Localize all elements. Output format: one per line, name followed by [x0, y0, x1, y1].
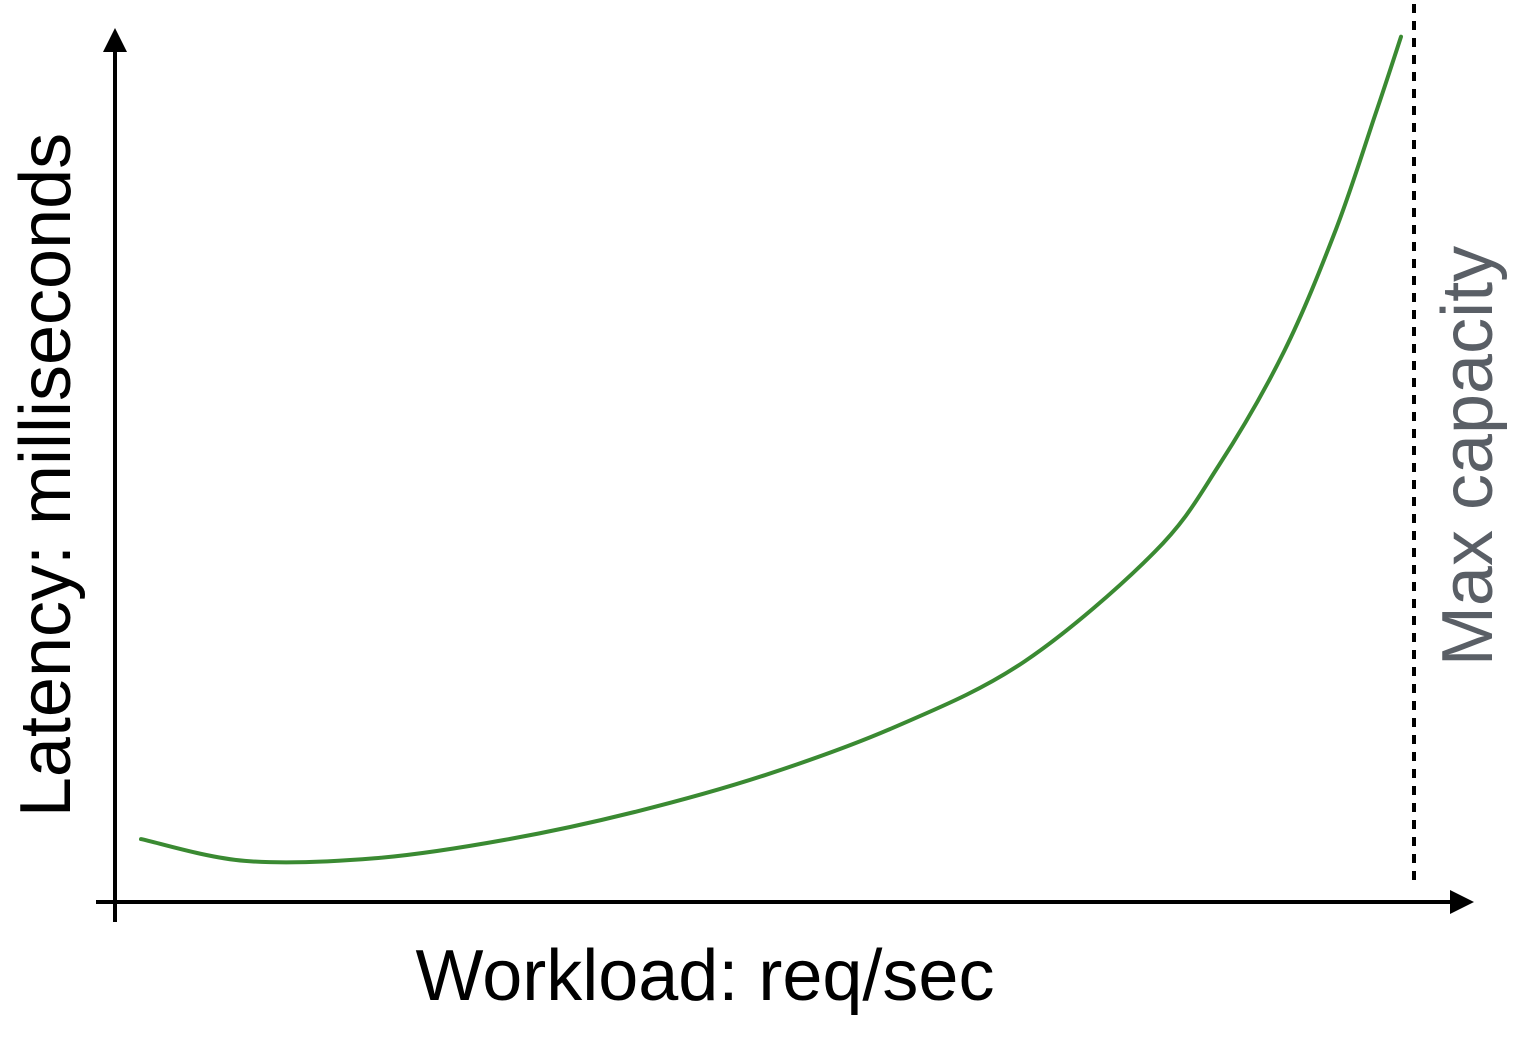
y-axis-label: Latency: milliseconds: [6, 133, 86, 817]
max-capacity-label: Max capacity: [1428, 246, 1508, 666]
axes: [96, 28, 1474, 922]
x-axis-label: Workload: req/sec: [416, 936, 995, 1016]
x-axis-arrow: [1450, 890, 1474, 914]
y-axis-arrow: [103, 28, 127, 52]
latency-curve: [139, 34, 1403, 865]
